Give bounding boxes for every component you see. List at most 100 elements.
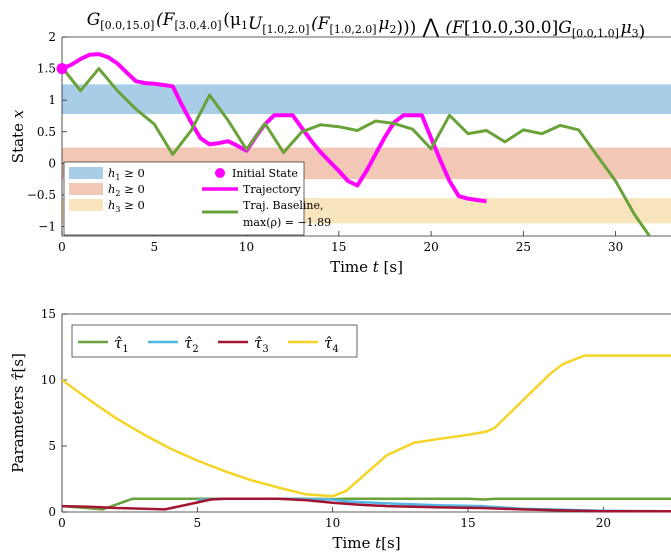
title-part: ): [639, 22, 646, 42]
y-tick-label: 5: [48, 439, 56, 453]
x-axis-label-text: Time: [330, 258, 373, 276]
x-axis-label-var: t: [373, 258, 380, 276]
x-axis-label-var: t: [375, 534, 382, 552]
legend-h-rel: ≥ 0: [121, 166, 145, 180]
legend-label-h3: h3 ≥ 0: [108, 198, 145, 214]
title-part: U: [248, 14, 263, 34]
y-tick-label: 0: [48, 156, 56, 170]
y-tick-label: 1: [48, 93, 56, 107]
y-tick-label: 10: [41, 373, 56, 387]
legend-label-initial-state: Initial State: [232, 167, 298, 180]
y-axis-label-text: State: [9, 118, 27, 163]
title-subscript: 2: [389, 23, 396, 36]
legend-label-h1: h1 ≥ 0: [108, 166, 145, 182]
x-axis-label: Time t[s]: [332, 534, 400, 552]
tau4-line: [62, 354, 671, 498]
legend: τ̂1 τ̂2 τ̂3 τ̂4: [71, 324, 358, 358]
x-tick-label: 25: [516, 240, 531, 254]
legend-marker-initial-state: [215, 168, 225, 178]
legend-tau-sub: 3: [262, 344, 268, 355]
legend-label-tau1: τ̂1: [114, 334, 129, 355]
title-subscript: [1.0,2.0]: [262, 23, 309, 36]
region-h1: [62, 84, 671, 115]
title-part: μ: [378, 14, 389, 34]
title-part: ⋀: [416, 14, 445, 38]
tau1-line: [62, 497, 671, 511]
x-tick-label: 10: [325, 516, 340, 530]
title-subscript: [1.0,2.0]: [330, 23, 377, 36]
x-tick-label: 5: [194, 516, 202, 530]
x-axis-label-unit: [s]: [381, 534, 400, 552]
legend-h-var: h: [108, 182, 115, 196]
y-axis-label-text: Parameters: [9, 381, 27, 473]
title-part: ))): [396, 18, 416, 38]
y-tick-label: 0: [48, 505, 56, 519]
legend-label-tau3: τ̂3: [254, 334, 269, 355]
y-tick-label: 1.5: [37, 62, 56, 76]
legend-tau-sub: 2: [192, 344, 198, 355]
y-tick-label: 2: [48, 30, 56, 44]
y-tick-label: −1: [38, 220, 56, 234]
y-axis-label-unit: [s]: [9, 353, 27, 372]
title-subscript: [0.0,1.0]: [572, 27, 619, 40]
y-axis-label-var: τ̂: [9, 372, 27, 381]
title-part: G: [558, 18, 572, 38]
legend-tau-var: τ̂: [324, 334, 333, 352]
legend-h-rel: ≥ 0: [121, 198, 145, 212]
x-tick-label: 30: [608, 240, 623, 254]
y-tick-label: 15: [41, 307, 56, 321]
legend-tau-var: τ̂: [254, 334, 263, 352]
legend-h-sub: 2: [115, 189, 120, 198]
legend-tau-sub: 4: [332, 344, 338, 355]
legend-h-rel: ≥ 0: [121, 182, 145, 196]
x-tick-label: 0: [58, 240, 66, 254]
legend-h-sub: 1: [115, 173, 120, 182]
chart-title: G[0.0,15.0] (F[3.0,4.0] (μ1U[1.0,2.0] (F…: [87, 10, 646, 42]
x-tick-label: 0: [58, 516, 66, 530]
legend-label-trajectory: Trajectory: [243, 183, 302, 196]
legend-label-baseline: Traj. Baseline,: [243, 199, 323, 212]
trajectory-line: [62, 52, 487, 204]
title-part: (F: [156, 10, 176, 30]
y-tick-label: −0.5: [27, 188, 56, 202]
x-axis-label-text: Time: [332, 534, 375, 552]
y-tick-label: 0.5: [37, 125, 56, 139]
legend-label-tau2: τ̂2: [184, 334, 199, 355]
legend-tau-sub: 1: [122, 344, 128, 355]
title-part: (F: [445, 18, 465, 38]
title-subscript: 1: [241, 19, 248, 32]
legend-swatch-h1: [69, 167, 103, 179]
title-part: (μ: [223, 10, 241, 30]
baseline-line: [62, 66, 652, 236]
legend-tau-var: τ̂: [114, 334, 123, 352]
legend-swatch-h3: [69, 199, 103, 211]
title-part: μ: [621, 18, 632, 38]
initial-state-marker: [56, 63, 68, 75]
y-axis-label: State x: [9, 109, 27, 163]
state-chart: −1−0.500.511.520 5 10 15 20 25 30G[0.0,15.0] (…: [9, 10, 671, 276]
x-tick-label: 15: [460, 516, 475, 530]
x-axis-label-unit: [s]: [379, 258, 403, 276]
tau3-line: [62, 497, 671, 513]
legend-swatch-h2: [69, 183, 103, 195]
x-tick-label: 10: [239, 240, 254, 254]
legend-h-var: h: [108, 198, 115, 212]
legend-tau-var: τ̂: [184, 334, 193, 352]
title-subscript: 3: [632, 27, 639, 40]
x-tick-label: 15: [331, 240, 346, 254]
y-axis-label: Parameters τ̂[s]: [9, 353, 27, 473]
title-subscript: [0.0,15.0]: [100, 19, 154, 32]
tau2-line: [197, 497, 671, 513]
x-tick-label: 20: [596, 516, 611, 530]
x-tick-label: 5: [150, 240, 158, 254]
x-tick-label: 20: [423, 240, 438, 254]
x-axis-label: Time t [s]: [330, 258, 403, 276]
title-part: (F: [311, 14, 331, 34]
title-subscript: [3.0,4.0]: [175, 19, 222, 32]
legend-label-tau4: τ̂4: [324, 334, 339, 355]
legend-h-var: h: [108, 166, 115, 180]
legend-label-baseline-line2: max(ρ) = −1.89: [243, 216, 331, 229]
